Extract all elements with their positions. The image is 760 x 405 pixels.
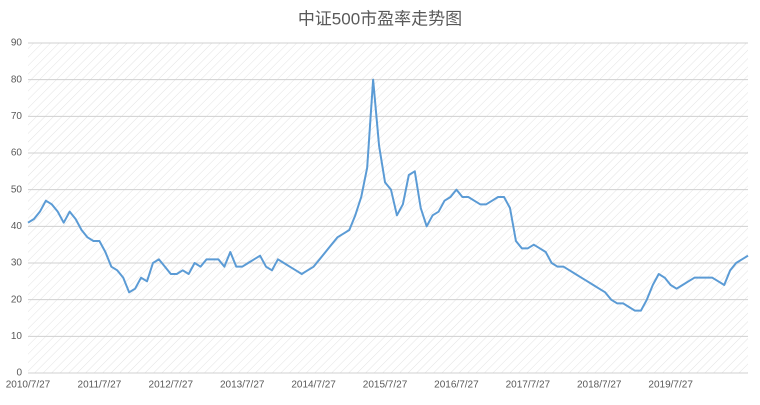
y-tick-label: 40 <box>11 221 23 232</box>
x-tick-label: 2010/7/27 <box>6 380 51 391</box>
plot-area <box>28 43 748 373</box>
data-line <box>27 78 749 312</box>
y-tick-label: 30 <box>11 258 23 269</box>
x-tick-label: 2019/7/27 <box>648 380 693 391</box>
x-tick-label: 2016/7/27 <box>434 380 479 391</box>
y-tick-label: 70 <box>11 111 23 122</box>
y-tick-label: 80 <box>11 74 23 85</box>
x-tick-label: 2015/7/27 <box>363 380 408 391</box>
x-tick-label: 2017/7/27 <box>506 380 551 391</box>
y-tick-label: 90 <box>11 38 23 49</box>
x-tick-label: 2013/7/27 <box>220 380 265 391</box>
y-tick-label: 60 <box>11 148 23 159</box>
x-tick-label: 2014/7/27 <box>291 380 336 391</box>
x-tick-label: 2018/7/27 <box>577 380 622 391</box>
x-tick-label: 2011/7/27 <box>78 380 122 391</box>
y-tick-label: 50 <box>11 184 23 195</box>
y-tick-label: 10 <box>11 331 23 342</box>
x-tick-label: 2012/7/27 <box>149 380 194 391</box>
y-tick-label: 20 <box>11 294 23 305</box>
chart-title: 中证500市盈率走势图 <box>298 9 462 28</box>
y-tick-label: 0 <box>16 368 22 379</box>
